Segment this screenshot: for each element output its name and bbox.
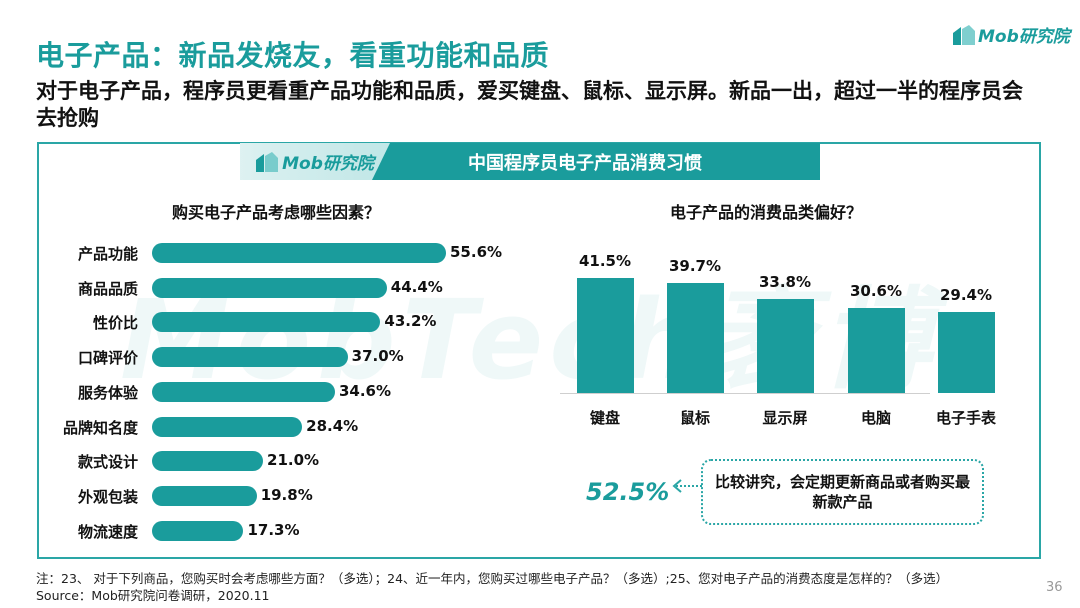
callout-arrow-icon xyxy=(672,479,702,493)
footnote-source: Source：Mob研究院问卷调研，2020.11 xyxy=(36,588,270,603)
banner-logo: Mob研究院 xyxy=(240,143,390,180)
mob-logo-icon xyxy=(256,151,279,172)
mob-logo-icon xyxy=(953,24,975,45)
category-chart-axis xyxy=(560,393,930,394)
banner-logo-text: Mob研究院 xyxy=(282,154,374,174)
brand-logo-text: Mob研究院 xyxy=(978,27,1070,47)
page-number: 36 xyxy=(1046,580,1063,595)
section-banner: Mob研究院 中国程序员电子产品消费习惯 xyxy=(240,143,820,180)
callout-box: 比较讲究，会定期更新商品或者购买最新款产品 xyxy=(701,459,984,525)
highlight-percentage: 52.5% xyxy=(586,478,670,506)
page-subtitle: 对于电子产品，程序员更看重产品功能和品质，爱买键盘、鼠标、显示屏。新品一出，超过… xyxy=(36,79,1023,130)
footnote-note: 注：23、 对于下列商品，您购买时会考虑哪些方面？（多选）；24、近一年内，您购… xyxy=(36,571,949,586)
watermark: MobTech袤博 xyxy=(120,276,937,404)
callout-text: 比较讲究，会定期更新商品或者购买最新款产品 xyxy=(715,473,971,511)
banner-title: 中国程序员电子产品消费习惯 xyxy=(468,152,702,174)
footnote: 注：23、 对于下列商品，您购买时会考虑哪些方面？（多选）；24、近一年内，您购… xyxy=(36,570,948,604)
left-chart-title: 购买电子产品考虑哪些因素？ xyxy=(172,203,381,222)
right-chart-title: 电子产品的消费品类偏好？ xyxy=(670,203,863,222)
brand-logo: Mob研究院 xyxy=(953,22,1070,47)
page-title: 电子产品：新品发烧友，看重功能和品质 xyxy=(36,39,550,72)
